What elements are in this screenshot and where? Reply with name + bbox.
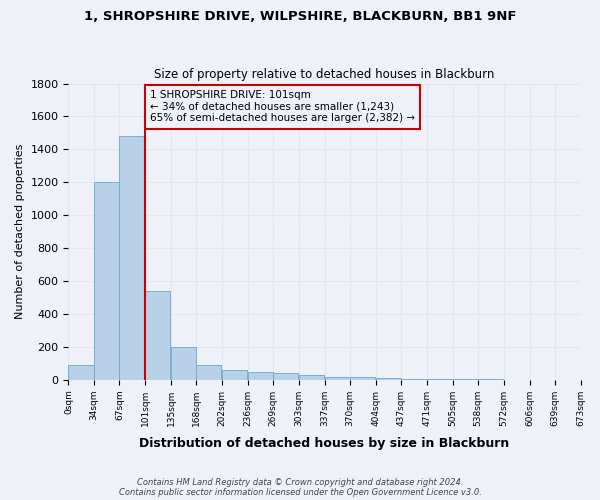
Text: 1, SHROPSHIRE DRIVE, WILPSHIRE, BLACKBURN, BB1 9NF: 1, SHROPSHIRE DRIVE, WILPSHIRE, BLACKBUR… <box>84 10 516 23</box>
Y-axis label: Number of detached properties: Number of detached properties <box>15 144 25 320</box>
Bar <box>196 365 221 380</box>
Bar <box>401 379 426 380</box>
Bar <box>273 373 298 380</box>
Bar <box>299 375 324 380</box>
Bar <box>171 347 196 380</box>
Bar <box>94 182 119 380</box>
Bar <box>248 372 273 380</box>
Text: 1 SHROPSHIRE DRIVE: 101sqm
← 34% of detached houses are smaller (1,243)
65% of s: 1 SHROPSHIRE DRIVE: 101sqm ← 34% of deta… <box>150 90 415 124</box>
Bar <box>325 376 350 380</box>
Bar <box>376 378 401 380</box>
Bar <box>119 136 145 380</box>
Bar <box>222 370 247 380</box>
Bar <box>68 365 94 380</box>
Bar <box>145 291 170 380</box>
Bar <box>350 378 375 380</box>
Text: Contains HM Land Registry data © Crown copyright and database right 2024.
Contai: Contains HM Land Registry data © Crown c… <box>119 478 481 497</box>
X-axis label: Distribution of detached houses by size in Blackburn: Distribution of detached houses by size … <box>139 437 509 450</box>
Title: Size of property relative to detached houses in Blackburn: Size of property relative to detached ho… <box>154 68 494 81</box>
